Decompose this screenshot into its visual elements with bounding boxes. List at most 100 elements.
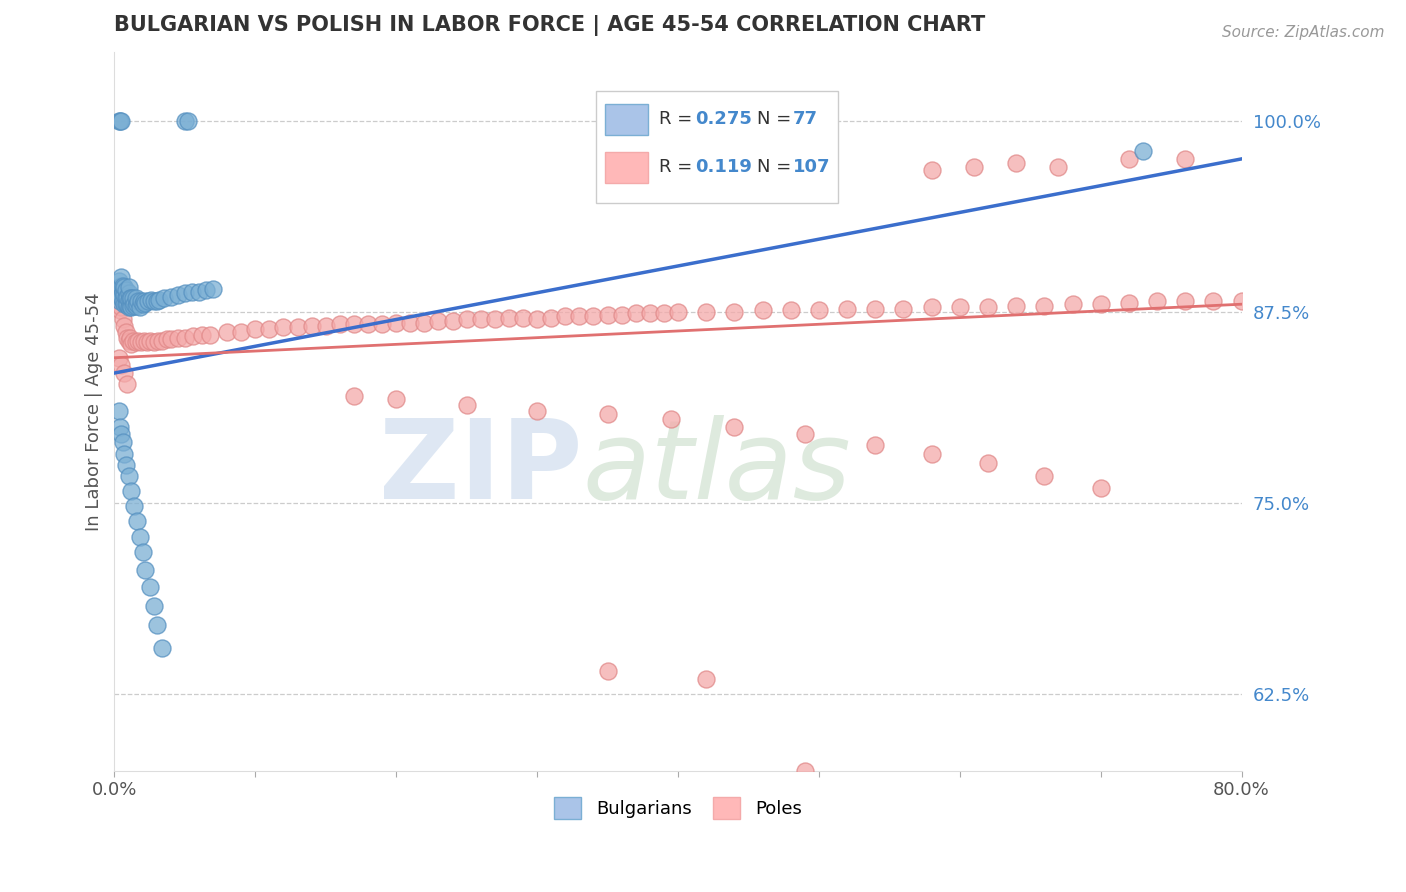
Point [129, 294, 152, 309]
Point [111, 285, 134, 299]
Point [427, 314, 450, 328]
Point [195, 284, 218, 298]
Point [108, 113, 131, 128]
Point [807, 303, 830, 318]
Point [115, 331, 138, 345]
Point [1118, 295, 1140, 310]
Point [231, 325, 253, 339]
Text: 0.275: 0.275 [695, 110, 752, 128]
Point [652, 306, 675, 320]
Text: atlas: atlas [582, 416, 851, 523]
Point [180, 285, 202, 299]
Point [921, 447, 943, 461]
Point [596, 665, 619, 679]
Point [136, 294, 159, 309]
Point [287, 320, 309, 334]
Point [115, 289, 138, 303]
Point [150, 334, 173, 348]
Point [114, 289, 136, 303]
Point [121, 299, 143, 313]
Point [150, 641, 173, 656]
Point [1090, 481, 1112, 495]
Point [107, 294, 129, 309]
Point [145, 618, 167, 632]
Point [152, 291, 174, 305]
FancyBboxPatch shape [605, 104, 648, 135]
Point [793, 427, 815, 442]
Point [117, 468, 139, 483]
Point [484, 312, 506, 326]
Point [108, 282, 131, 296]
Point [977, 300, 1000, 314]
Point [111, 434, 134, 449]
Point [112, 447, 135, 461]
Point [131, 297, 153, 311]
Point [357, 317, 380, 331]
Point [865, 301, 887, 316]
Point [217, 325, 239, 339]
Y-axis label: In Labor Force | Age 45-54: In Labor Force | Age 45-54 [86, 292, 103, 531]
Point [949, 300, 972, 314]
Point [723, 419, 745, 434]
Text: 0.119: 0.119 [695, 158, 752, 176]
Point [963, 160, 986, 174]
Point [456, 312, 478, 326]
Point [120, 300, 142, 314]
Point [159, 332, 181, 346]
Point [596, 407, 619, 421]
Point [1230, 294, 1253, 309]
Point [176, 113, 198, 128]
Point [155, 332, 177, 346]
Point [1033, 299, 1056, 313]
Point [127, 294, 149, 309]
Point [112, 288, 135, 302]
Point [120, 291, 142, 305]
Point [146, 334, 169, 348]
Point [134, 563, 156, 577]
Point [108, 419, 131, 434]
Point [111, 278, 134, 293]
Point [329, 317, 352, 331]
Point [112, 280, 135, 294]
Point [188, 285, 211, 299]
Point [865, 438, 887, 452]
Point [121, 334, 143, 348]
Point [132, 334, 155, 348]
Point [666, 305, 689, 319]
Point [191, 327, 214, 342]
Point [124, 299, 146, 313]
Point [138, 334, 160, 348]
Point [173, 331, 195, 345]
Point [751, 303, 773, 318]
Point [117, 334, 139, 348]
Point [107, 404, 129, 418]
Point [125, 515, 148, 529]
Point [1005, 299, 1028, 313]
Text: R =: R = [659, 110, 697, 128]
Point [128, 300, 150, 314]
Point [173, 113, 195, 128]
Point [343, 317, 366, 331]
Point [148, 293, 170, 307]
FancyBboxPatch shape [596, 91, 838, 202]
Point [114, 458, 136, 472]
Text: BULGARIAN VS POLISH IN LABOR FORCE | AGE 45-54 CORRELATION CHART: BULGARIAN VS POLISH IN LABOR FORCE | AGE… [114, 15, 986, 36]
Point [371, 317, 394, 331]
Point [110, 278, 132, 293]
Point [385, 316, 408, 330]
Point [128, 530, 150, 544]
Point [110, 427, 132, 442]
Point [135, 335, 157, 350]
Point [1174, 294, 1197, 309]
Point [120, 483, 142, 498]
Point [117, 293, 139, 307]
Point [893, 301, 915, 316]
Point [835, 301, 858, 316]
Point [166, 288, 188, 302]
Point [122, 297, 145, 311]
Point [114, 325, 136, 339]
Point [638, 306, 661, 320]
Text: N =: N = [756, 110, 797, 128]
Text: Source: ZipAtlas.com: Source: ZipAtlas.com [1222, 25, 1385, 40]
FancyBboxPatch shape [605, 153, 648, 183]
